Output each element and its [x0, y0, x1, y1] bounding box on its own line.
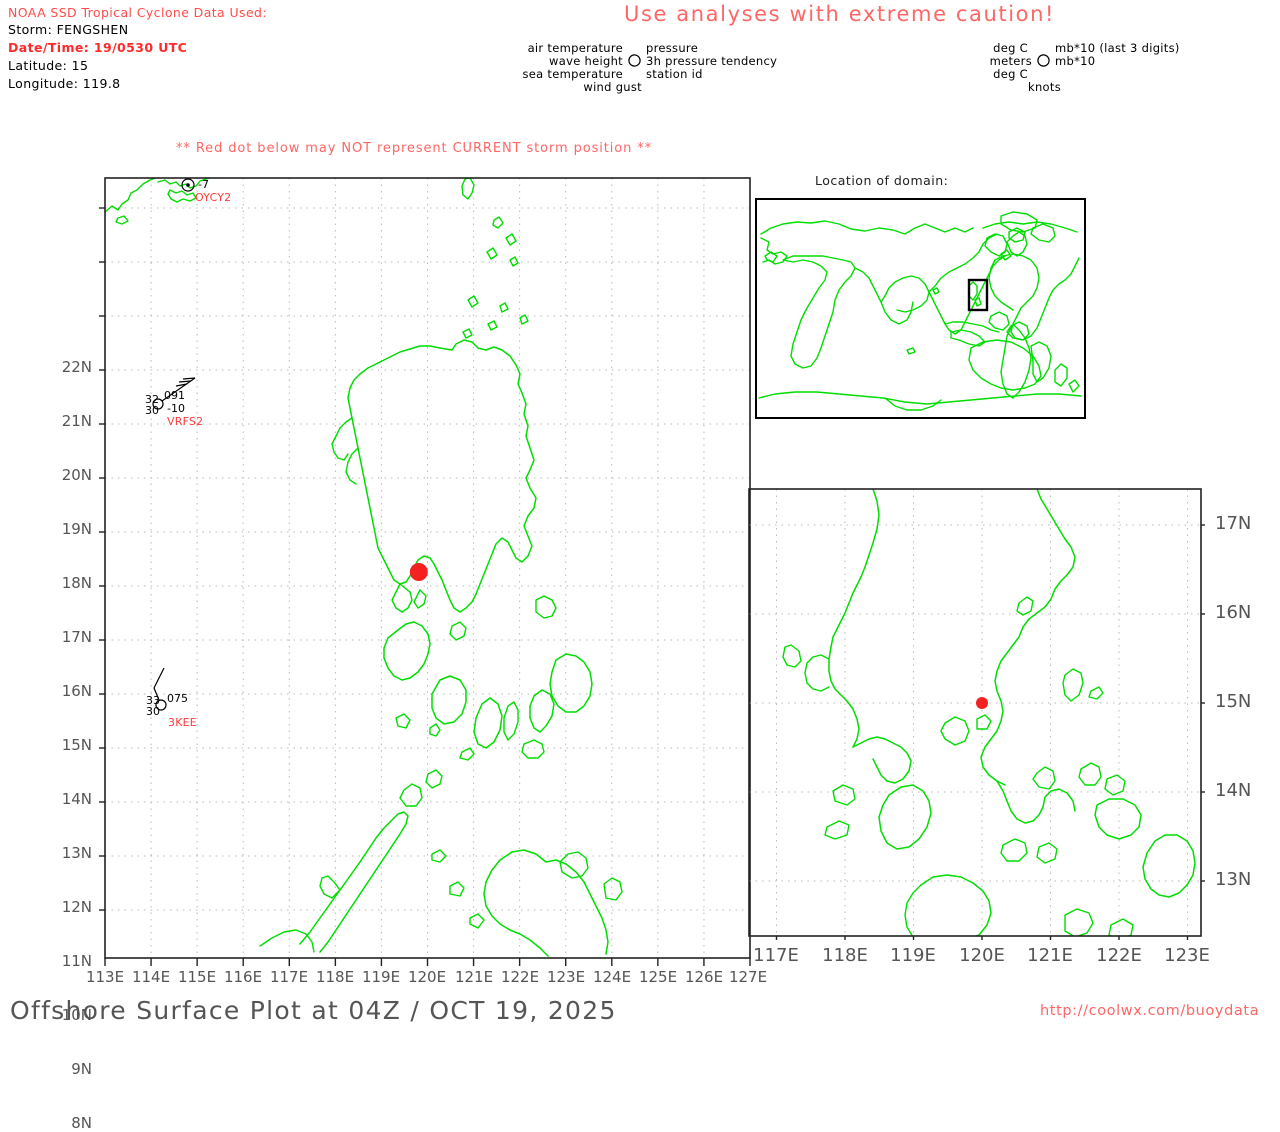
zoom-y-label-13n: 13N [1215, 869, 1252, 890]
y-label-10n: 10N [61, 1006, 92, 1024]
noaa-source-line: NOAA SSD Tropical Cyclone Data Used: [8, 5, 267, 20]
vrfs2-sea-temperature: 30 [145, 404, 159, 417]
y-label-16n: 16N [61, 682, 92, 700]
storm-datetime-label: Date/Time: 19/0530 UTC [8, 40, 188, 55]
main-map-y-ticks [99, 207, 105, 911]
storm-latitude-label: Latitude: 15 [8, 58, 89, 73]
units-wave-height: meters [989, 54, 1032, 68]
3kee-air-temperature: 33 [146, 694, 160, 707]
y-label-18n: 18N [61, 574, 92, 592]
oycy2-station-id: OYCY2 [195, 191, 232, 204]
x-label-122e: 122E [500, 968, 540, 986]
storm-name-label: Storm: FENGSHEN [8, 22, 129, 37]
source-url[interactable]: http://coolwx.com/buoydata [1040, 1003, 1260, 1019]
x-label-124e: 124E [592, 968, 632, 986]
3kee-sea-temperature: 30 [146, 705, 160, 718]
zoom-storm-position-marker [976, 697, 988, 709]
units-circle-icon [1037, 54, 1050, 67]
y-label-9n: 9N [71, 1060, 92, 1078]
x-label-115e: 115E [177, 968, 217, 986]
units-wind-gust: knots [1028, 80, 1061, 94]
units-air-temperature: deg C [993, 41, 1028, 55]
x-label-125e: 125E [638, 968, 678, 986]
units-pressure: mb*10 (last 3 digits) [1055, 41, 1180, 55]
legend-wind-gust: wind gust [583, 80, 642, 94]
zoom-map-y-ticks [1201, 524, 1205, 882]
storm-position-marker [409, 563, 428, 581]
zoom-map-coastlines [782, 489, 1196, 936]
x-label-113e: 113E [85, 968, 125, 986]
domain-location-label: Location of domain: [815, 173, 949, 188]
vrfs2-wind-barb-icon [152, 377, 196, 410]
zoom-x-label-120e: 120E [959, 945, 1005, 966]
y-label-21n: 21N [61, 412, 92, 430]
legend-pressure-tendency: 3h pressure tendency [646, 54, 778, 68]
x-label-114e: 114E [131, 968, 171, 986]
y-label-13n: 13N [61, 844, 92, 862]
legend-pressure: pressure [646, 41, 699, 55]
zoom-map-x-ticks [775, 936, 1189, 940]
3kee-wind-barb-icon [153, 667, 167, 711]
legend-wave-height: wave height [549, 54, 623, 68]
zoom-x-label-122e: 122E [1096, 945, 1142, 966]
page-title: Offshore Surface Plot at 04Z / OCT 19, 2… [10, 996, 617, 1025]
3kee-pressure: 075 [167, 692, 188, 705]
x-label-120e: 120E [407, 968, 447, 986]
y-label-20n: 20N [61, 466, 92, 484]
x-label-116e: 116E [223, 968, 263, 986]
main-map-panel[interactable] [0, 160, 770, 990]
storm-longitude-label: Longitude: 119.8 [8, 76, 121, 91]
y-label-15n: 15N [61, 736, 92, 754]
main-map-coastlines [105, 178, 623, 957]
x-label-123e: 123E [546, 968, 586, 986]
y-label-17n: 17N [61, 628, 92, 646]
y-label-12n: 12N [61, 898, 92, 916]
legend-sea-temperature: sea temperature [522, 67, 623, 81]
legend-air-temperature: air temperature [527, 41, 623, 55]
x-label-119e: 119E [361, 968, 401, 986]
y-label-11n: 11N [61, 952, 92, 970]
x-label-121e: 121E [454, 968, 494, 986]
domain-highlight-box [967, 278, 989, 312]
x-label-126e: 126E [684, 968, 724, 986]
vrfs2-station-id: VRFS2 [167, 415, 204, 428]
zoom-x-label-123e: 123E [1164, 945, 1210, 966]
main-map-x-ticks [104, 958, 751, 966]
x-label-117e: 117E [269, 968, 309, 986]
zoom-map-frame [748, 488, 1202, 937]
main-map-gridlines [105, 178, 750, 958]
zoom-x-label-117e: 117E [753, 945, 799, 966]
zoom-x-label-118e: 118E [822, 945, 868, 966]
y-label-8n: 8N [71, 1114, 92, 1132]
vrfs2-air-temperature: 32 [145, 393, 159, 406]
world-map-panel[interactable] [755, 198, 1086, 419]
vrfs2-pressure: 091 [164, 389, 185, 402]
oycy2-circle-icon [181, 178, 195, 192]
y-label-14n: 14N [61, 790, 92, 808]
y-label-22n: 22N [61, 358, 92, 376]
station-circle-icon [628, 54, 641, 67]
zoom-x-label-121e: 121E [1027, 945, 1073, 966]
zoom-map-panel[interactable] [745, 485, 1205, 940]
oycy2-tendency: -7 [198, 178, 209, 191]
zoom-map-gridlines [749, 489, 1201, 936]
vrfs2-tendency: -10 [167, 402, 185, 415]
world-map-coastlines [758, 211, 1082, 411]
zoom-y-label-17n: 17N [1215, 513, 1252, 534]
units-pressure-tendency: mb*10 [1055, 54, 1096, 68]
storm-position-warning: ** Red dot below may NOT represent CURRE… [176, 141, 653, 156]
x-label-118e: 118E [315, 968, 355, 986]
zoom-x-label-119e: 119E [890, 945, 936, 966]
y-label-19n: 19N [61, 520, 92, 538]
main-map-y-labels: 22N 21N 20N 19N 18N 17N 16N 15N 14N 13N … [0, 160, 100, 1132]
zoom-y-label-16n: 16N [1215, 602, 1252, 623]
units-sea-temperature: deg C [993, 67, 1028, 81]
zoom-y-label-15n: 15N [1215, 691, 1252, 712]
legend-station-id: station id [646, 67, 703, 81]
x-label-127e: 127E [728, 968, 768, 986]
caution-banner: Use analyses with extreme caution! [624, 2, 1056, 26]
3kee-station-id: 3KEE [168, 716, 197, 729]
zoom-y-label-14n: 14N [1215, 780, 1252, 801]
